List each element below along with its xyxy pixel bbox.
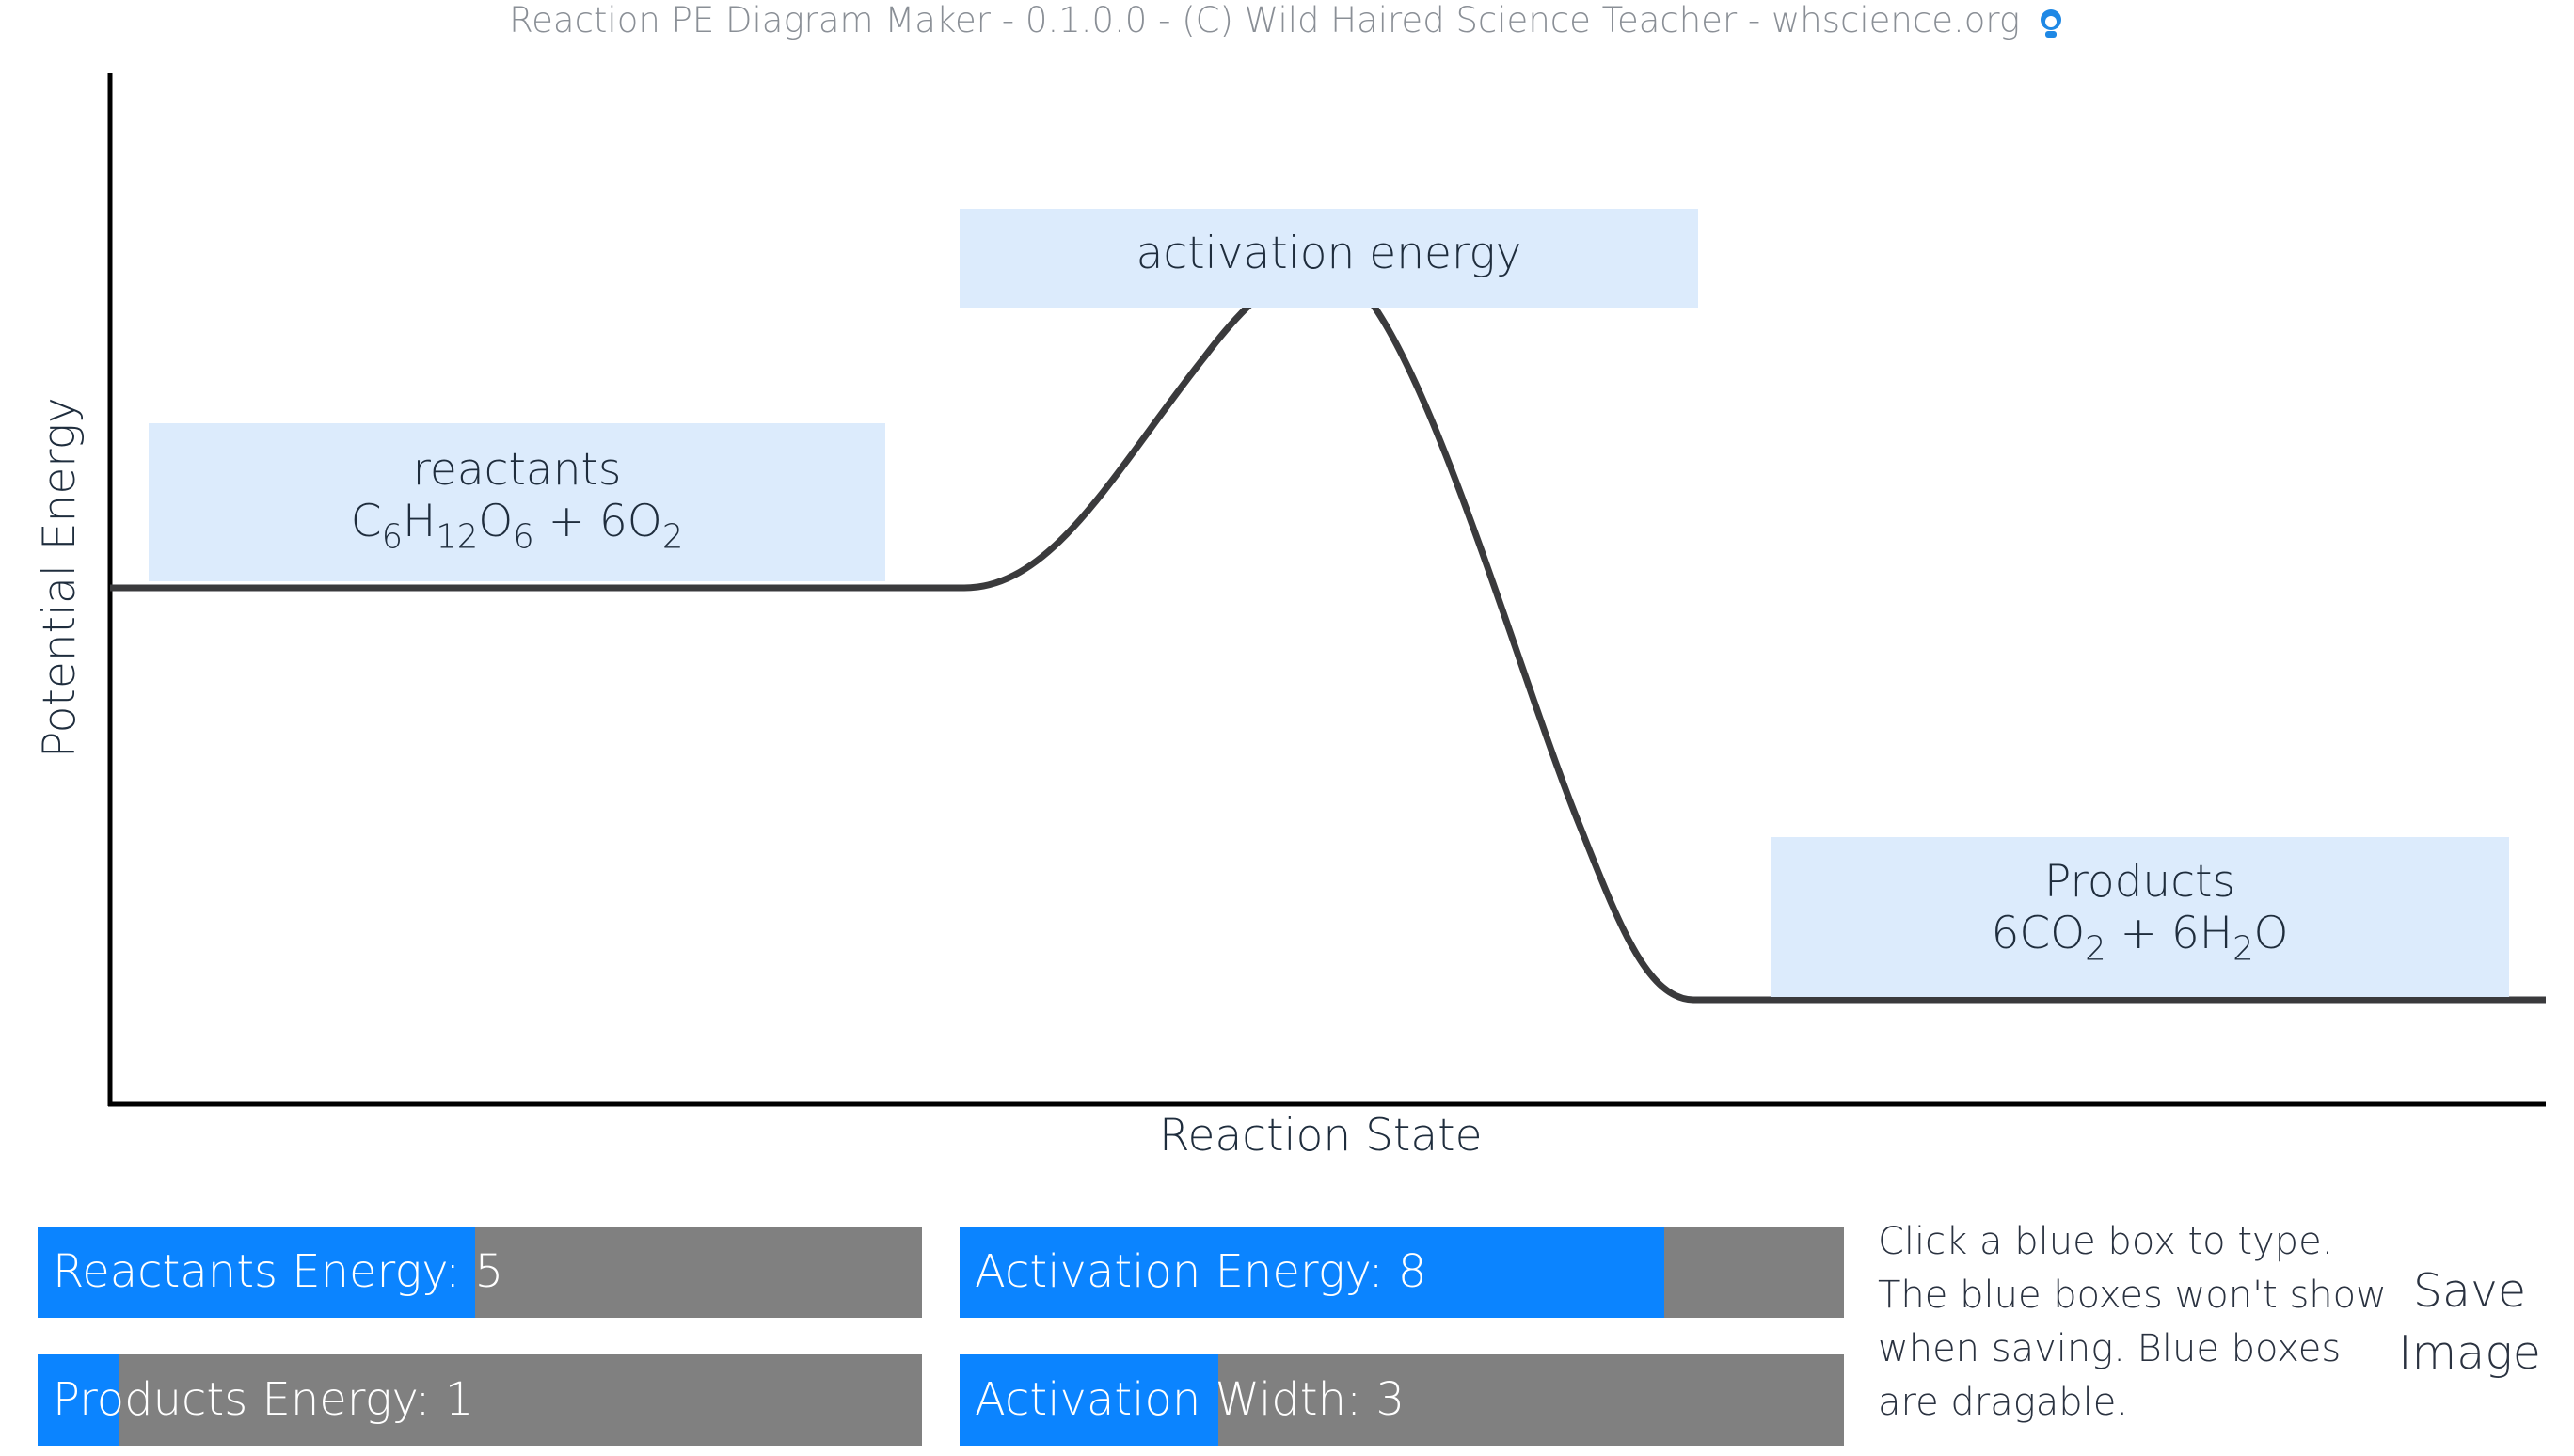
slider-label: Activation Width: 3	[975, 1373, 1405, 1426]
save-image-button[interactable]: Save Image	[2398, 1264, 2541, 1380]
reactants-energy-slider[interactable]: Reactants Energy: 5	[38, 1227, 922, 1318]
activation-energy-slider[interactable]: Activation Energy: 8	[960, 1227, 1844, 1318]
slider-label: Reactants Energy: 5	[53, 1245, 504, 1298]
slider-label: Activation Energy: 8	[975, 1245, 1427, 1298]
slider-label: Products Energy: 1	[53, 1373, 474, 1426]
app-title: Reaction PE Diagram Maker - 0.1.0.0 - (C…	[509, 0, 2021, 40]
products-label: Products	[2044, 856, 2235, 908]
activation-energy-box[interactable]: activation energy	[960, 209, 1698, 308]
instructions-text: Click a blue box to type. The blue boxes…	[1878, 1220, 2387, 1424]
slider-fill	[38, 1227, 476, 1318]
reactants-formula: C6H12O6 + 6O2	[350, 496, 684, 557]
slider-fill	[38, 1354, 119, 1446]
activation-width-slider[interactable]: Activation Width: 3	[960, 1354, 1844, 1446]
reactants-label: reactants	[412, 444, 622, 496]
slider-fill	[960, 1354, 1219, 1446]
products-box[interactable]: Products 6CO2 + 6H2O	[1771, 837, 2509, 997]
slider-fill	[960, 1227, 1665, 1318]
products-formula: 6CO2 + 6H2O	[1991, 908, 2289, 969]
y-axis-label: Potential Energy	[34, 397, 86, 758]
products-energy-slider[interactable]: Products Energy: 1	[38, 1354, 922, 1446]
activation-energy-label: activation energy	[1136, 228, 1522, 279]
app-header: Reaction PE Diagram Maker - 0.1.0.0 - (C…	[0, 0, 2574, 45]
reactants-box[interactable]: reactants C6H12O6 + 6O2	[149, 423, 885, 581]
teacher-avatar-icon	[2040, 8, 2061, 38]
x-axis-label: Reaction State	[1159, 1110, 1483, 1162]
